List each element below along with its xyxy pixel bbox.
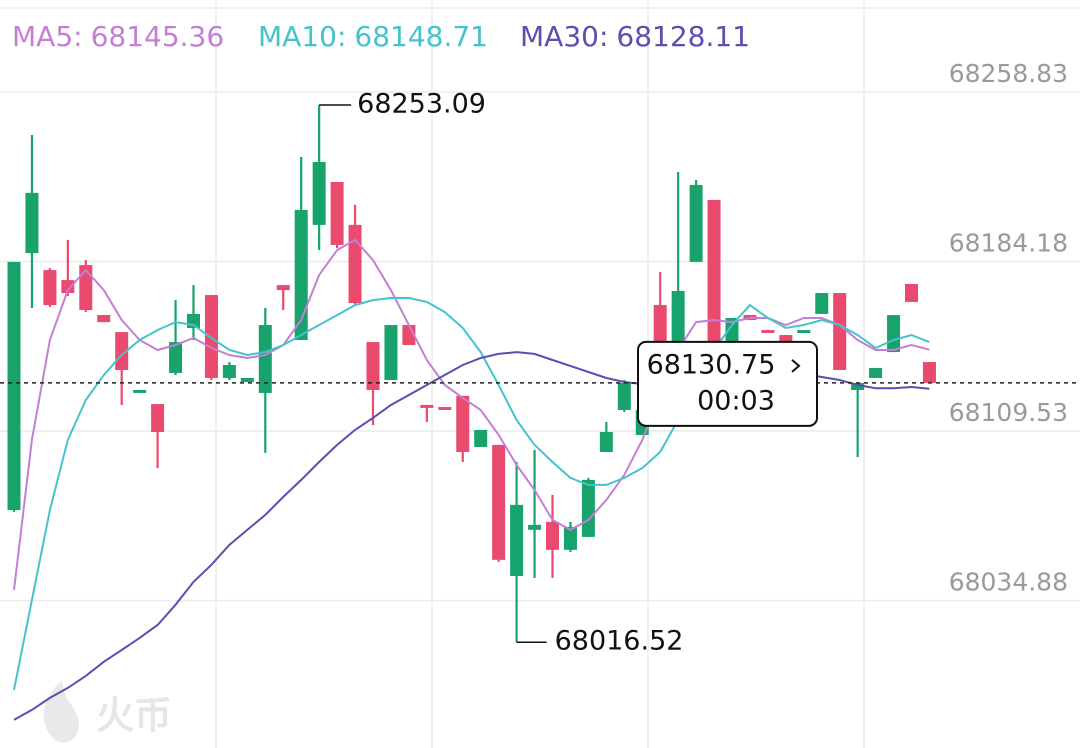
watermark-flame <box>43 680 79 743</box>
candle-body <box>366 342 380 390</box>
high-label: 68253.09 <box>357 89 486 120</box>
candle-body <box>689 184 703 262</box>
candle-body <box>761 330 775 333</box>
candle-body <box>456 395 470 452</box>
watermark-text: 火币 <box>96 694 172 738</box>
candle-body <box>79 265 93 311</box>
plot: 68258.83 68184.18 68109.53 68034.88 68253.09… <box>0 59 1080 721</box>
candle-body <box>510 504 524 576</box>
candle-body <box>25 192 39 254</box>
candle-body <box>725 318 739 346</box>
ma-line <box>13 297 930 691</box>
candle-body <box>779 335 793 346</box>
candle-body <box>492 444 506 560</box>
candle-body <box>61 280 75 294</box>
candle-body <box>887 315 901 353</box>
ma-line <box>13 238 930 591</box>
candle-body <box>276 285 290 291</box>
legend-entry: MA30: 68128.11 <box>520 20 750 53</box>
candle-body <box>240 377 254 383</box>
candle-body <box>528 524 542 530</box>
candle-body <box>294 209 308 341</box>
y-tick-label: 68258.83 <box>949 59 1068 88</box>
candle-body <box>43 270 57 306</box>
candle-body <box>133 389 147 393</box>
candle-body <box>115 332 129 371</box>
price-box-price: 68130.75 <box>647 349 776 380</box>
candle-body <box>797 330 811 333</box>
candle-body <box>851 382 865 390</box>
legend-name: MA30: <box>520 20 608 53</box>
candle-body <box>581 479 595 537</box>
legend-value: 68145.36 <box>91 20 225 53</box>
candle-body <box>563 526 577 550</box>
legend-value: 68128.11 <box>616 20 750 53</box>
candle-body <box>312 162 326 225</box>
candle-body <box>169 342 183 373</box>
candle-body <box>474 429 488 447</box>
legend-entry: MA10: 68148.71 <box>258 20 488 53</box>
candle-body <box>7 261 21 511</box>
candle-body <box>617 382 631 410</box>
candle-body <box>869 367 883 378</box>
candle-body <box>222 365 236 378</box>
candle-body <box>833 293 847 371</box>
candle-body <box>815 293 829 314</box>
candle-body <box>97 315 111 323</box>
legend: MA5: 68145.36 MA10: 68148.71 MA30: 68128.11 <box>12 20 750 53</box>
candle-body <box>151 404 165 432</box>
low-label: 68016.52 <box>555 626 684 657</box>
candle-body <box>438 407 452 410</box>
candle-body <box>204 295 218 378</box>
candle-body <box>707 199 721 347</box>
price-box-chevron <box>791 359 801 373</box>
legend-entry: MA5: 68145.36 <box>12 20 224 53</box>
candle-body <box>348 224 362 304</box>
legend-name: MA5: <box>12 20 83 53</box>
candle-body <box>599 431 613 452</box>
candle-body <box>384 325 398 380</box>
y-tick-label: 68184.18 <box>949 229 1068 258</box>
price-box-countdown: 00:03 <box>697 385 775 416</box>
candle-body <box>330 181 344 245</box>
candle-body <box>420 404 434 408</box>
candle-body <box>905 283 918 302</box>
legend-value: 68148.71 <box>354 20 488 53</box>
candle-body <box>258 325 272 393</box>
watermark: 火币 <box>43 680 172 743</box>
price-box[interactable] <box>637 340 818 427</box>
y-tick-label: 68034.88 <box>949 568 1068 597</box>
candle-body <box>922 362 936 383</box>
candle-body <box>671 290 685 343</box>
candle-body <box>546 521 559 550</box>
legend-name: MA10: <box>258 20 346 53</box>
y-tick-label: 68109.53 <box>949 398 1068 427</box>
